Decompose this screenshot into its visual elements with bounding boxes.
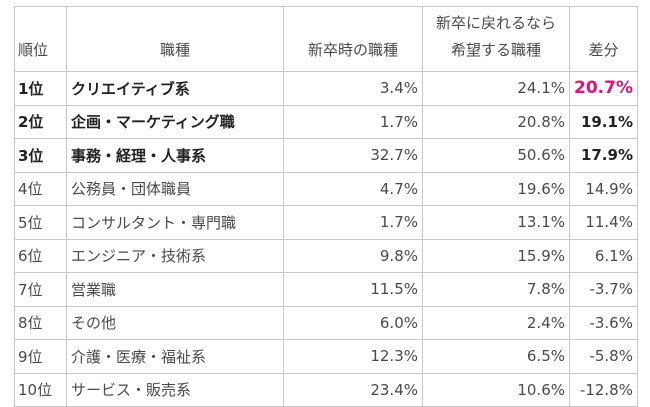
job-cell: 公務員・団体職員: [66, 171, 284, 206]
rank-cell: 5位: [14, 205, 67, 240]
table-body: 1位 クリエイティブ系 3.4% 24.1% 20.7% 2位 企画・マーケティ…: [14, 71, 638, 407]
desired-pct-cell: 6.5%: [422, 339, 570, 374]
table-row: 5位 コンサルタント・専門職 1.7% 13.1% 11.4%: [14, 205, 638, 240]
table-row: 4位 公務員・団体職員 4.7% 19.6% 14.9%: [14, 171, 638, 206]
rank-cell: 3位: [14, 138, 67, 173]
desired-pct-cell: 7.8%: [422, 272, 570, 307]
desired-pct-cell: 15.9%: [422, 238, 570, 273]
job-cell: サービス・販売系: [66, 372, 284, 407]
desired-pct-cell: 24.1%: [422, 71, 570, 106]
current-pct-cell: 1.7%: [283, 104, 423, 139]
rank-cell: 1位: [14, 71, 67, 106]
header-desired-line1: 新卒に戻れるなら: [435, 14, 556, 32]
table-row: 10位 サービス・販売系 23.4% 10.6% -12.8%: [14, 372, 638, 407]
rank-cell: 8位: [14, 305, 67, 340]
job-cell: 営業職: [66, 272, 284, 307]
desired-pct-cell: 2.4%: [422, 305, 570, 340]
diff-cell: 17.9%: [569, 138, 638, 173]
rank-cell: 7位: [14, 272, 67, 307]
diff-cell-highlight: 20.7%: [569, 71, 638, 106]
header-desired-line2: 希望する職種: [450, 41, 541, 59]
rank-cell: 6位: [14, 238, 67, 273]
job-cell: 事務・経理・人事系: [66, 138, 284, 173]
desired-pct-cell: 50.6%: [422, 138, 570, 173]
ranking-table-container: 順位 職種 新卒時の職種 新卒に戻れるなら 希望する職種 差分 1位 クリエイテ…: [14, 6, 638, 407]
table-row: 8位 その他 6.0% 2.4% -3.6%: [14, 305, 638, 340]
header-row: 順位 職種 新卒時の職種 新卒に戻れるなら 希望する職種 差分: [14, 6, 638, 72]
diff-cell: -12.8%: [569, 372, 638, 407]
header-rank: 順位: [14, 6, 67, 72]
diff-cell: 11.4%: [569, 205, 638, 240]
table-row: 2位 企画・マーケティング職 1.7% 20.8% 19.1%: [14, 104, 638, 139]
table-row: 9位 介護・医療・福祉系 12.3% 6.5% -5.8%: [14, 339, 638, 374]
job-cell: エンジニア・技術系: [66, 238, 284, 273]
job-cell: コンサルタント・専門職: [66, 205, 284, 240]
header-job: 職種: [66, 6, 284, 72]
job-cell: その他: [66, 305, 284, 340]
diff-cell: 6.1%: [569, 238, 638, 273]
header-difference: 差分: [569, 6, 638, 72]
rank-cell: 4位: [14, 171, 67, 206]
job-ranking-table: 順位 職種 新卒時の職種 新卒に戻れるなら 希望する職種 差分 1位 クリエイテ…: [14, 6, 638, 407]
current-pct-cell: 11.5%: [283, 272, 423, 307]
header-desired-job: 新卒に戻れるなら 希望する職種: [422, 6, 570, 72]
current-pct-cell: 1.7%: [283, 205, 423, 240]
table-row: 6位 エンジニア・技術系 9.8% 15.9% 6.1%: [14, 238, 638, 273]
diff-cell: -3.6%: [569, 305, 638, 340]
desired-pct-cell: 20.8%: [422, 104, 570, 139]
rank-cell: 2位: [14, 104, 67, 139]
current-pct-cell: 12.3%: [283, 339, 423, 374]
current-pct-cell: 9.8%: [283, 238, 423, 273]
job-cell: 介護・医療・福祉系: [66, 339, 284, 374]
job-cell: 企画・マーケティング職: [66, 104, 284, 139]
current-pct-cell: 3.4%: [283, 71, 423, 106]
table-row: 3位 事務・経理・人事系 32.7% 50.6% 17.9%: [14, 138, 638, 173]
diff-cell: 14.9%: [569, 171, 638, 206]
diff-cell: 19.1%: [569, 104, 638, 139]
rank-cell: 9位: [14, 339, 67, 374]
current-pct-cell: 4.7%: [283, 171, 423, 206]
table-row: 7位 営業職 11.5% 7.8% -3.7%: [14, 272, 638, 307]
header-current-job: 新卒時の職種: [283, 6, 423, 72]
table-header: 順位 職種 新卒時の職種 新卒に戻れるなら 希望する職種 差分: [14, 6, 638, 72]
table-row: 1位 クリエイティブ系 3.4% 24.1% 20.7%: [14, 71, 638, 106]
current-pct-cell: 6.0%: [283, 305, 423, 340]
job-cell: クリエイティブ系: [66, 71, 284, 106]
diff-cell: -5.8%: [569, 339, 638, 374]
diff-cell: -3.7%: [569, 272, 638, 307]
current-pct-cell: 23.4%: [283, 372, 423, 407]
desired-pct-cell: 10.6%: [422, 372, 570, 407]
current-pct-cell: 32.7%: [283, 138, 423, 173]
desired-pct-cell: 19.6%: [422, 171, 570, 206]
rank-cell: 10位: [14, 372, 67, 407]
desired-pct-cell: 13.1%: [422, 205, 570, 240]
